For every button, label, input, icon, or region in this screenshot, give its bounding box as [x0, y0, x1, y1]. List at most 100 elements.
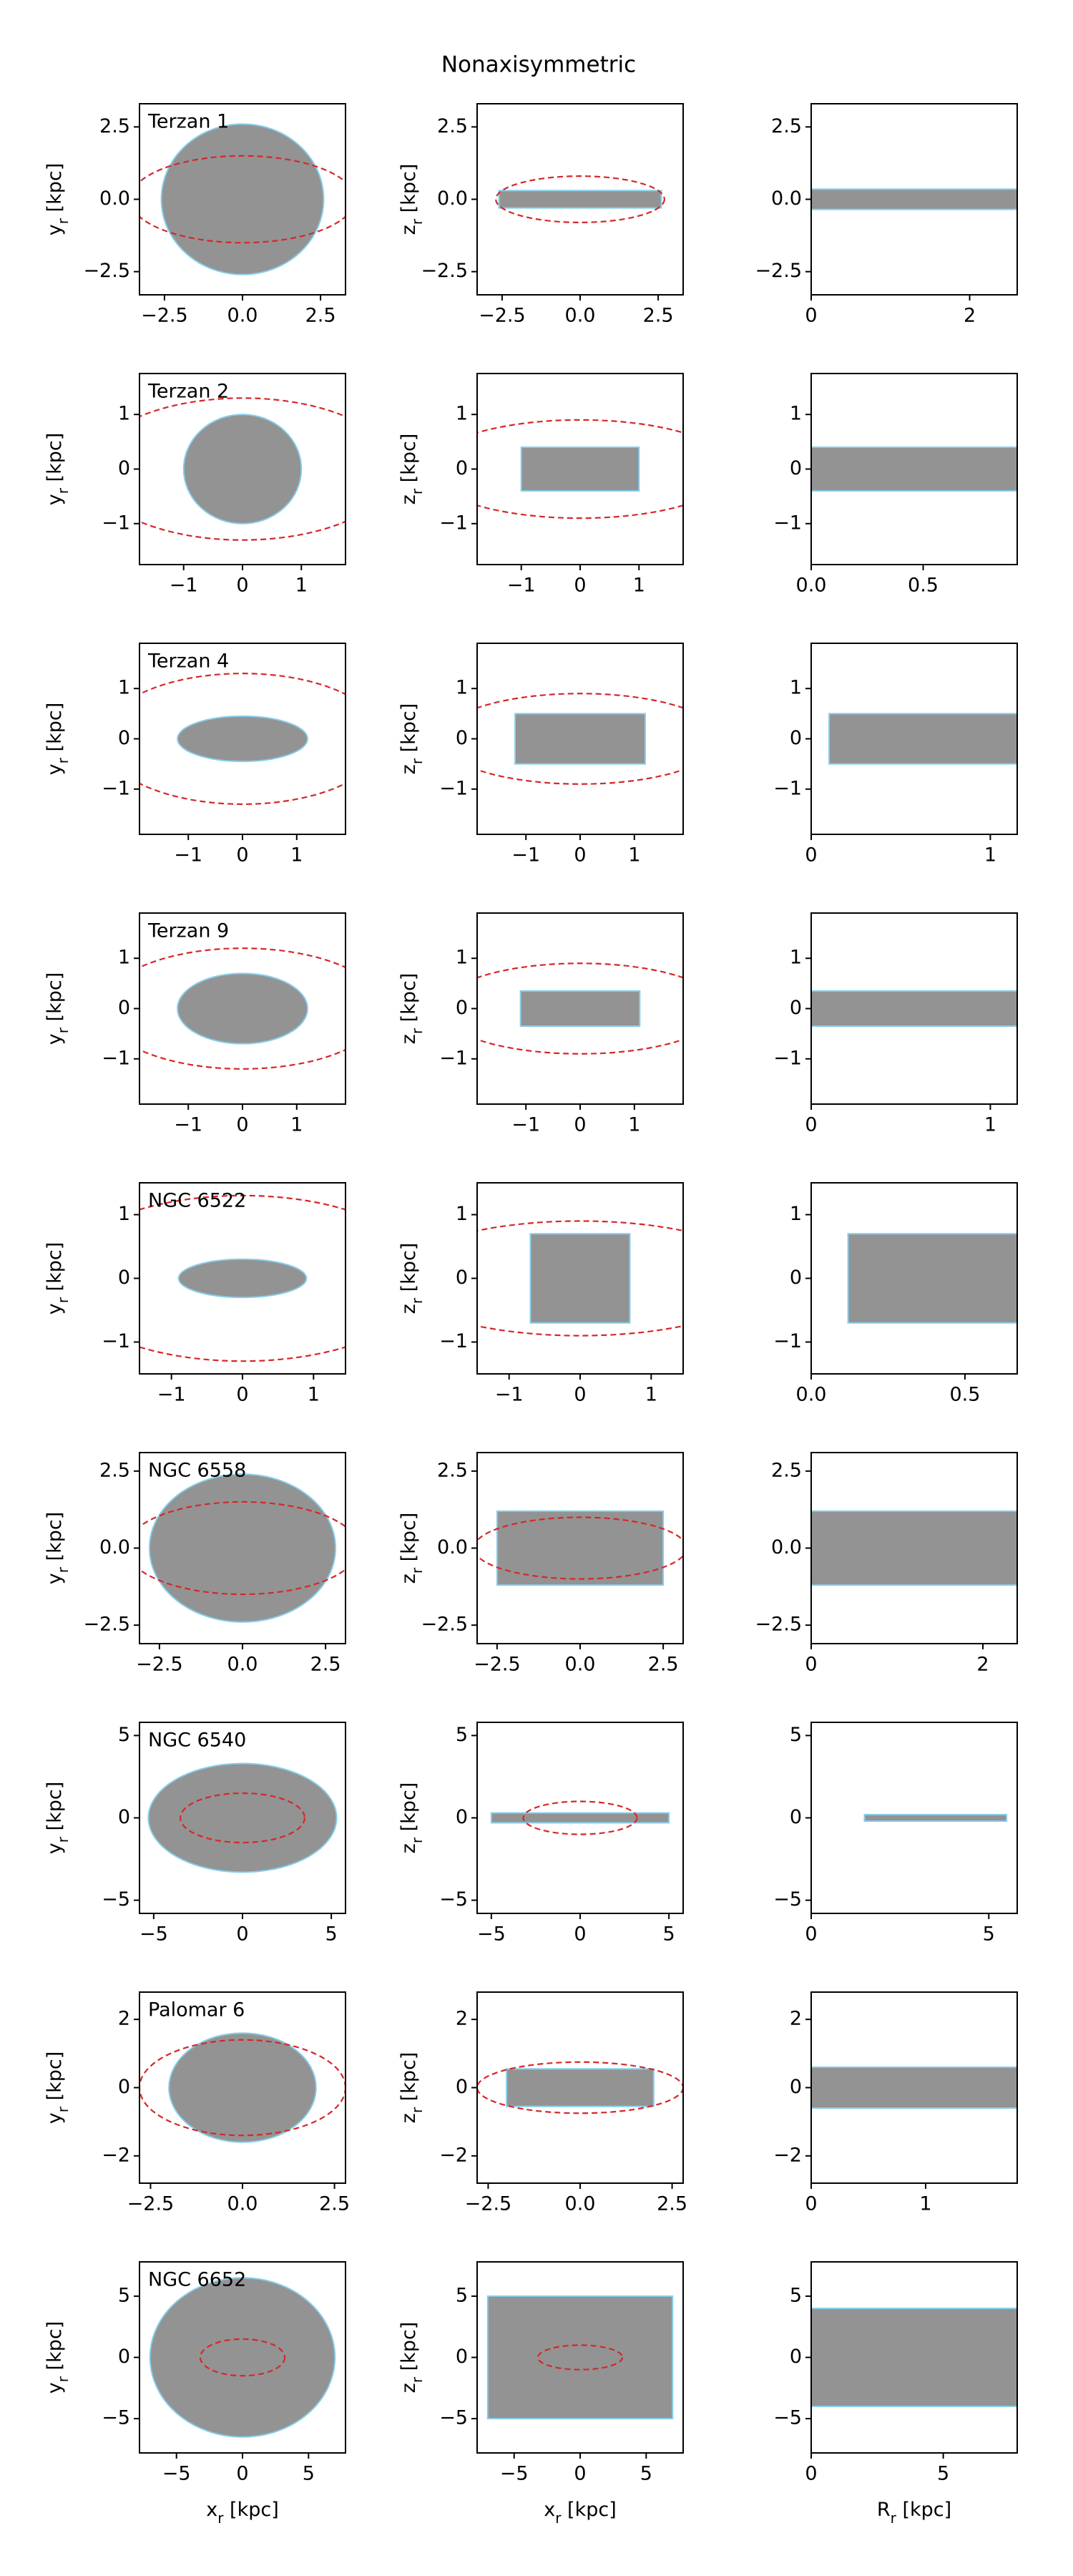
y-tick-label: 1	[456, 1203, 468, 1225]
y-axis-label: zr [kpc]	[398, 1513, 426, 1584]
plot-area	[139, 673, 346, 805]
x-tick-label: 1	[919, 2193, 931, 2215]
cluster-name: Terzan 2	[147, 381, 229, 403]
y-tick-label: 2	[790, 2008, 802, 2030]
bar-boundary	[139, 947, 346, 1070]
x-tick-label: 1	[290, 1114, 303, 1136]
y-axis-label: yr [kpc]	[44, 1242, 72, 1315]
y-tick-label: −1	[439, 512, 468, 534]
x-tick-label: 0	[805, 844, 817, 867]
y-tick-label: −2	[773, 2144, 802, 2166]
bar-boundary	[139, 397, 346, 541]
x-tick-label: 5	[937, 2463, 949, 2485]
plot-area	[863, 1813, 1008, 1823]
y-tick-label: 0	[790, 2076, 802, 2098]
x-tick-label: 0.0	[796, 1384, 827, 1406]
bar-boundary	[139, 1194, 346, 1362]
x-tick-label: 5	[325, 1923, 338, 1946]
x-tick-label: 0	[236, 1384, 248, 1406]
x-tick-label: −1	[157, 1384, 186, 1406]
y-tick-label: 0.0	[771, 1536, 802, 1558]
x-tick-label: 0	[236, 844, 248, 867]
y-axis-label: yr [kpc]	[44, 2051, 72, 2124]
y-axis-label: zr [kpc]	[398, 973, 426, 1045]
y-tick-label: −2	[102, 2144, 130, 2166]
x-tick-label: −2.5	[479, 305, 526, 327]
y-tick-label: −1	[439, 1330, 468, 1352]
orbit-envelope	[811, 446, 1017, 492]
y-tick-label: −5	[439, 1888, 468, 1911]
cluster-name: Terzan 4	[147, 650, 229, 673]
y-axis-label: yr [kpc]	[44, 1512, 72, 1585]
y-tick-label: −2.5	[83, 1614, 130, 1636]
y-tick-label: 0	[790, 727, 802, 749]
orbit-envelope	[506, 2068, 655, 2107]
y-tick-label: 0	[790, 2346, 802, 2368]
y-axis-label: yr [kpc]	[44, 1782, 72, 1855]
plot-area	[477, 2061, 683, 2114]
orbit-envelope	[847, 1233, 1017, 1324]
y-axis-label: zr [kpc]	[398, 164, 426, 235]
orbit-envelope	[498, 190, 662, 209]
y-axis-label: zr [kpc]	[398, 434, 426, 505]
x-tick-label: 1	[633, 575, 645, 597]
orbit-envelope	[177, 715, 308, 763]
orbit-envelope	[514, 713, 646, 765]
orbit-envelope	[520, 446, 640, 492]
y-tick-label: 0	[456, 997, 468, 1019]
x-tick-label: 0.5	[908, 575, 939, 597]
y-axis-label: yr [kpc]	[44, 972, 72, 1045]
y-tick-label: 0	[456, 457, 468, 479]
y-tick-label: 1	[118, 1203, 130, 1225]
x-tick-label: −5	[500, 2463, 529, 2485]
x-tick-label: 0.0	[565, 1654, 596, 1676]
y-tick-label: 0	[118, 457, 130, 479]
x-tick-label: 0.0	[565, 305, 596, 327]
y-tick-label: 2	[118, 2008, 130, 2030]
x-tick-label: 0.0	[796, 575, 827, 597]
bar-boundary	[139, 2039, 346, 2137]
y-tick-label: 0	[790, 997, 802, 1019]
y-tick-label: 0	[790, 1806, 802, 1828]
cluster-name: Terzan 1	[147, 111, 229, 133]
orbit-envelope	[486, 2295, 674, 2420]
x-tick-label: 1	[290, 844, 303, 867]
plot-area	[147, 1762, 338, 1873]
x-axis-label: Rr [kpc]	[877, 2499, 951, 2527]
plot-area	[811, 2066, 1017, 2109]
y-tick-label: 5	[118, 2284, 130, 2306]
orbit-envelope	[182, 414, 303, 525]
orbit-envelope	[160, 123, 325, 275]
y-tick-label: 0.0	[437, 187, 468, 210]
y-tick-label: 0	[118, 2076, 130, 2098]
plot-area	[139, 2032, 346, 2143]
x-tick-label: 5	[640, 2463, 652, 2485]
x-tick-label: 0	[805, 2193, 817, 2215]
y-tick-label: 1	[118, 677, 130, 699]
figure-title: Nonaxisymmetric	[441, 52, 636, 78]
x-tick-label: −1	[174, 1114, 202, 1136]
y-tick-label: −5	[773, 1888, 802, 1911]
y-tick-label: 0	[456, 2076, 468, 2098]
y-axis-label: zr [kpc]	[398, 1243, 426, 1314]
y-tick-label: −1	[439, 1047, 468, 1069]
y-tick-label: 0	[118, 997, 130, 1019]
y-tick-label: −5	[102, 2407, 130, 2429]
bar-boundary	[139, 1501, 346, 1596]
x-tick-label: 0	[574, 1384, 586, 1406]
x-tick-label: 0	[574, 2463, 586, 2485]
y-tick-label: 0.0	[99, 1536, 130, 1558]
y-tick-label: −2.5	[755, 1614, 802, 1636]
y-tick-label: −2	[439, 2144, 468, 2166]
plot-area	[477, 1510, 683, 1586]
y-tick-label: 0	[456, 1806, 468, 1828]
bar-boundary	[477, 1220, 683, 1337]
x-tick-label: −1	[170, 575, 198, 597]
cluster-name: NGC 6540	[148, 1729, 246, 1752]
y-tick-label: 2.5	[771, 115, 802, 137]
plot-area	[139, 123, 346, 275]
y-axis-label: yr [kpc]	[44, 163, 72, 236]
bar-boundary	[477, 419, 683, 519]
orbit-envelope	[490, 1812, 670, 1824]
orbit-envelope	[168, 2032, 317, 2143]
